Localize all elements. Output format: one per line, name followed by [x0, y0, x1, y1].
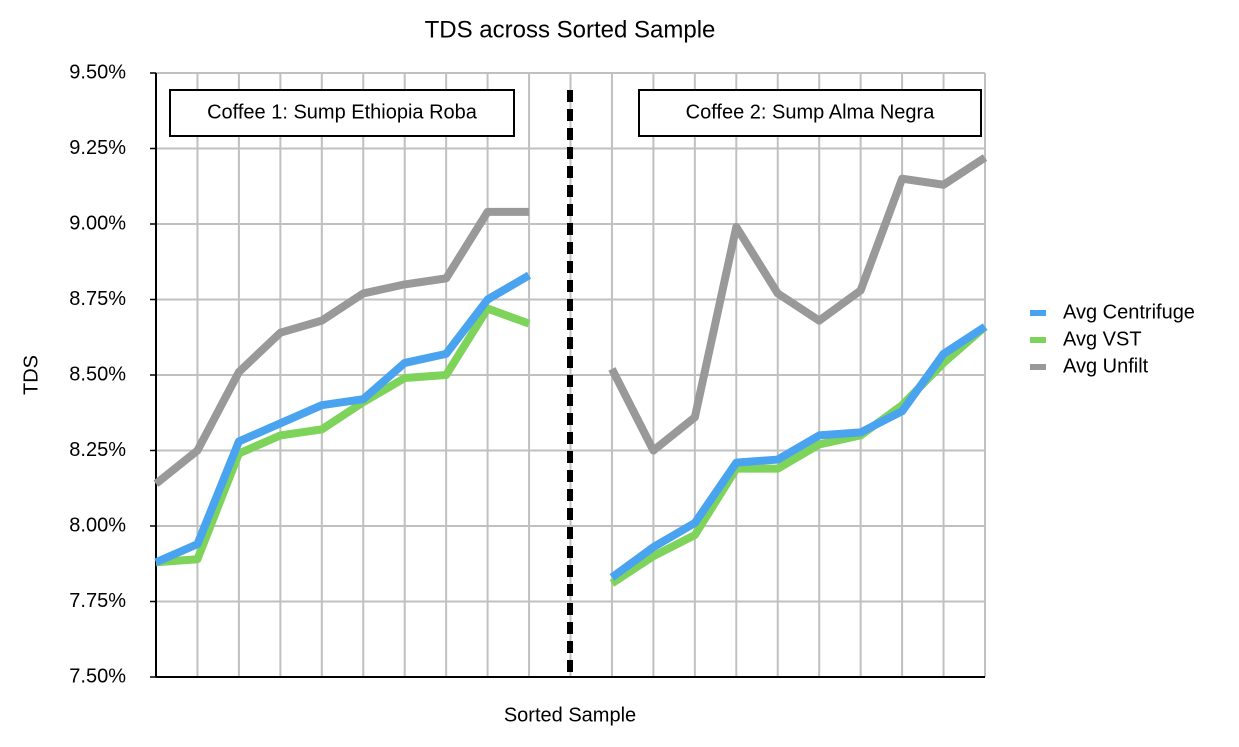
y-tick-label: 9.25%	[69, 137, 126, 159]
y-tick-label: 8.75%	[69, 288, 126, 310]
y-axis-label: TDS	[20, 355, 42, 395]
annotation-box	[169, 89, 515, 137]
y-tick-label: 7.75%	[69, 590, 126, 612]
y-tick-label: 9.00%	[69, 212, 126, 234]
legend-label: Avg VST	[1063, 328, 1142, 350]
series-line	[154, 271, 988, 581]
y-tick-label: 7.50%	[69, 665, 126, 687]
legend-label: Avg Centrifuge	[1063, 301, 1195, 323]
y-tick-label: 8.00%	[69, 514, 126, 536]
y-tick-label: 9.50%	[69, 61, 126, 83]
y-tick-label: 8.25%	[69, 439, 126, 461]
y-tick-label: 8.50%	[69, 363, 126, 385]
chart-title: TDS across Sorted Sample	[425, 16, 716, 43]
annotation: Coffee 1: Sump Ethiopia Roba	[207, 101, 478, 123]
legend-label: Avg Unfilt	[1063, 355, 1149, 377]
series-line	[153, 154, 988, 487]
x-axis-label: Sorted Sample	[504, 704, 636, 726]
annotation: Coffee 2: Sump Alma Negra	[686, 101, 936, 123]
annotation-box	[638, 89, 982, 137]
